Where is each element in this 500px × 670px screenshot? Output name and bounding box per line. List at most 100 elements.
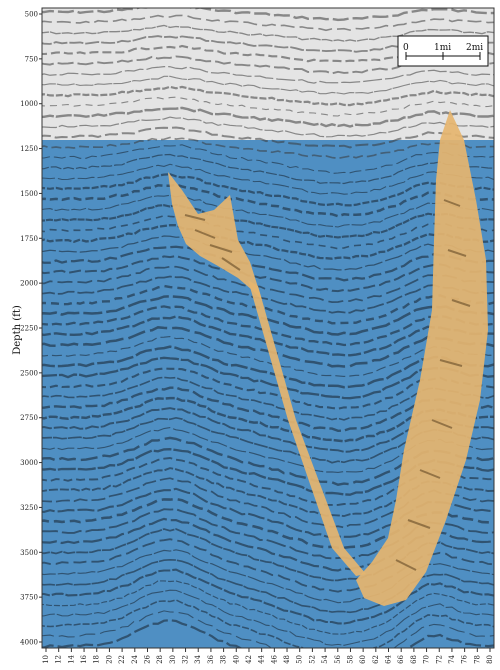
y-tick-label: 500 [25,11,38,19]
x-tick-label: 30 [169,655,177,664]
reflector-line [42,345,494,389]
salt-streak [451,299,471,307]
reflector-line [42,580,494,635]
reflector-line [42,254,494,293]
x-tick-label: 24 [131,654,139,663]
reflector-line [42,153,494,185]
y-tick-label: 3500 [20,549,38,557]
y-tick-label: 750 [25,55,38,63]
reflector-line [42,126,494,149]
x-tick-label: 64 [385,654,393,663]
x-tick-label: 10 [42,655,50,664]
reflector-line [42,96,494,117]
salt-streak [431,419,453,429]
x-tick-label: 54 [321,654,329,663]
x-tick-label: 26 [143,654,151,663]
x-tick-label: 52 [308,655,316,664]
salt-stem [248,280,366,576]
salt-streak [447,249,467,257]
y-tick-label: 1500 [20,190,38,198]
reflector-line [42,367,494,410]
y-tick-label: 2250 [20,325,38,333]
reflector-line [42,235,494,271]
x-tick-label: 68 [410,655,418,664]
x-tick-label: 48 [283,655,291,664]
x-tick-label: 74 [448,654,456,663]
salt-streak [184,214,206,221]
reflector-line [42,203,494,239]
x-tick-label: 20 [105,655,113,664]
y-tick-label: 1750 [20,235,38,243]
reflector-line [42,284,494,325]
reflector-line [42,325,494,368]
x-tick-label: 72 [435,655,443,664]
y-tick-label: 4000 [20,639,38,647]
salt-body-right [356,110,488,606]
reflector-line [42,599,494,648]
x-tick-label: 28 [156,655,164,664]
x-tick-label: 62 [372,655,380,664]
y-axis-label: Depth (ft) [12,305,23,355]
reflector-line [42,144,494,174]
x-tick-label: 32 [182,655,190,664]
x-tick-label: 34 [194,654,202,663]
reflector-line [42,265,494,303]
reflector-line [42,173,494,207]
reflector-line [42,14,494,32]
y-tick-label: 3000 [20,459,38,467]
x-tick-label: 70 [423,655,431,664]
salt-streak [395,559,417,571]
reflector-line [42,610,494,648]
salt-streak [221,257,241,271]
reflector-line [42,275,494,314]
y-tick-label: 3750 [20,594,38,602]
y-tick-label: 2000 [20,280,38,288]
reflector-line [42,106,494,128]
reflector-line [42,356,494,400]
x-tick-label: 58 [346,655,354,664]
x-tick-label: 56 [334,654,342,663]
x-tick-label: 46 [270,654,278,663]
y-tick-label: 1000 [20,100,38,108]
reflector-line [42,224,494,260]
x-tick-label: 16 [80,654,88,663]
x-tick-label: 66 [397,654,405,663]
x-tick-label: 18 [93,655,101,664]
scale-bar: 0 1mi 2mi [397,35,489,67]
x-axis-ticks: 10 12 14 16 18 20 22 24 26 28 30 32 34 36 38 40 42 44 46 48… [42,648,494,664]
x-tick-label: 76 [461,654,469,663]
reflector-line [42,589,494,646]
reflector-line [42,65,494,84]
reflector-line [42,136,494,160]
reflector-line [42,457,494,506]
salt-streak [407,519,431,529]
scale-label-0: 0 [403,43,409,53]
reflector-line [42,407,494,453]
y-axis-ticks: 500 750 1000 1250 1500 1750 2000 2250 2500 2750 30… [20,11,42,647]
reflector-line [42,8,494,22]
scale-bar-box [397,35,489,67]
x-tick-label: 14 [67,654,75,663]
x-tick-label: 80 [486,655,494,664]
y-tick-label: 3250 [20,504,38,512]
reflector-line [42,194,494,228]
reflector-line [42,619,494,648]
salt-streak [209,244,233,253]
x-tick-label: 38 [220,655,228,664]
y-tick-label: 2500 [20,369,38,377]
x-tick-label: 44 [258,654,266,663]
x-tick-label: 22 [118,655,126,664]
reflector-line [42,163,494,195]
reflector-line [42,183,494,218]
reflector-line [42,116,494,138]
y-tick-label: 2750 [20,414,38,422]
salt-streak [443,199,461,207]
reflector-line [42,75,494,95]
salt-texture [184,199,471,571]
salt-streak [419,469,441,479]
x-tick-label: 78 [473,655,481,664]
salt-streak [439,359,463,367]
reflector-line [42,245,494,282]
reflector-line [42,568,494,625]
